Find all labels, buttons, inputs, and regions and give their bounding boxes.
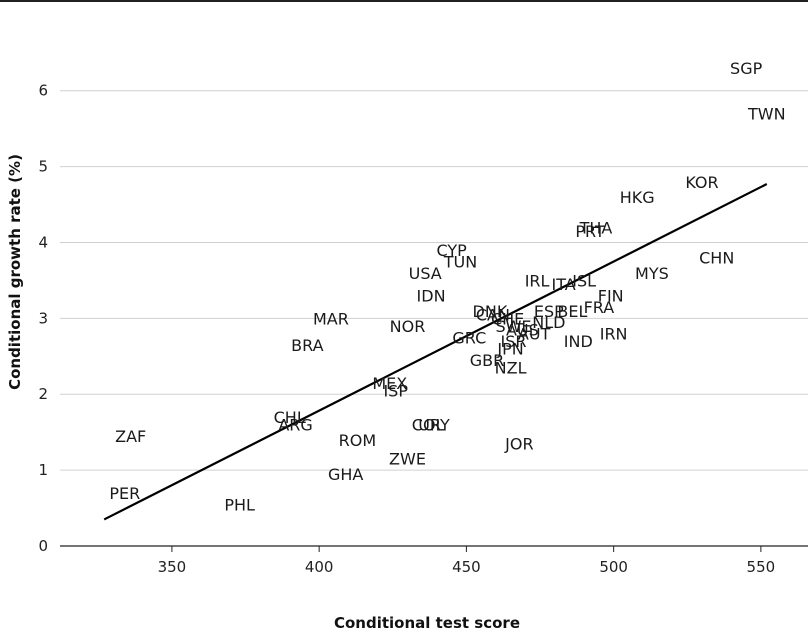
trendline xyxy=(103,183,768,521)
point-label-jor: JOR xyxy=(504,435,533,454)
point-label-che: CHE xyxy=(491,309,524,328)
point-label-cyp: CYP xyxy=(437,241,468,260)
point-label-nzl: NZL xyxy=(495,359,527,378)
point-label-gha: GHA xyxy=(328,465,363,484)
point-label-sgp: SGP xyxy=(730,59,763,78)
point-label-idn: IDN xyxy=(417,287,446,306)
y-tick-label: 3 xyxy=(38,309,48,327)
point-label-zaf: ZAF xyxy=(115,427,146,446)
point-label-irl: IRL xyxy=(525,271,550,290)
y-tick-label: 4 xyxy=(38,233,48,251)
point-label-aut: AUT xyxy=(518,325,551,344)
point-label-twn: TWN xyxy=(747,104,786,123)
gridlines xyxy=(60,90,808,471)
point-label-usa: USA xyxy=(409,264,442,283)
point-label-ita: ITA xyxy=(551,275,575,294)
point-label-can: CAN xyxy=(476,306,510,325)
point-labels: SGPTWNKORHKGTHAPRTCHNMYSISLITAIRLFINFRAB… xyxy=(109,59,785,514)
point-label-dnk: DNK xyxy=(473,302,508,321)
point-label-isr: ISR xyxy=(501,332,527,351)
point-label-isl: ISL xyxy=(572,271,596,290)
x-tick-label: 350 xyxy=(158,558,187,576)
point-label-ury: URY xyxy=(418,416,450,435)
y-axis-title: Conditional growth rate (%) xyxy=(6,154,24,390)
point-label-chn: CHN xyxy=(699,249,734,268)
x-axis-title: Conditional test score xyxy=(334,614,520,632)
point-label-hkg: HKG xyxy=(620,188,655,207)
trendline-group xyxy=(103,183,768,521)
point-label-grc: GRC xyxy=(452,328,486,347)
y-tick-label: 1 xyxy=(38,461,48,479)
point-label-jpn: JPN xyxy=(496,340,523,359)
point-label-chl: CHL xyxy=(274,408,306,427)
point-label-ind: IND xyxy=(564,332,593,351)
point-label-mex: MEX xyxy=(372,374,407,393)
point-label-aus: AUS xyxy=(506,321,539,340)
point-label-fin: FIN xyxy=(598,287,624,306)
top-rule xyxy=(0,0,808,2)
point-label-mys: MYS xyxy=(635,264,669,283)
x-tick-label: 400 xyxy=(305,558,334,576)
point-label-kor: KOR xyxy=(685,173,718,192)
point-label-irn: IRN xyxy=(600,325,628,344)
point-label-esp: ESP xyxy=(534,302,564,321)
point-label-isp: ISP xyxy=(383,381,408,400)
point-label-rom: ROM xyxy=(339,431,377,450)
x-tick-label: 500 xyxy=(599,558,628,576)
point-label-bel: BEL xyxy=(557,302,587,321)
point-label-bra: BRA xyxy=(291,336,323,355)
y-tick-label: 2 xyxy=(38,385,48,403)
point-label-swe: SWE xyxy=(495,317,531,336)
point-label-fra: FRA xyxy=(584,298,615,317)
y-tick-label: 6 xyxy=(38,82,48,100)
point-label-nor: NOR xyxy=(390,317,426,336)
axes: 0 1 2 3 4 5 6 350 400 450 500 550 xyxy=(38,82,808,576)
point-label-gbr: GBR xyxy=(470,351,505,370)
y-tick-label: 5 xyxy=(38,158,48,176)
point-label-col: COL xyxy=(412,416,445,435)
point-label-per: PER xyxy=(109,484,140,503)
point-label-phl: PHL xyxy=(224,495,255,514)
point-label-tha: THA xyxy=(579,218,613,237)
point-label-prt: PRT xyxy=(575,222,605,241)
x-tick-label: 450 xyxy=(452,558,481,576)
point-label-nld: NLD xyxy=(532,313,565,332)
x-tick-label: 550 xyxy=(747,558,776,576)
point-label-zwe: ZWE xyxy=(389,450,426,469)
point-label-arg: ARG xyxy=(278,416,312,435)
point-label-mar: MAR xyxy=(313,309,349,328)
point-label-tun: TUN xyxy=(443,252,477,271)
y-tick-label: 0 xyxy=(38,537,48,555)
